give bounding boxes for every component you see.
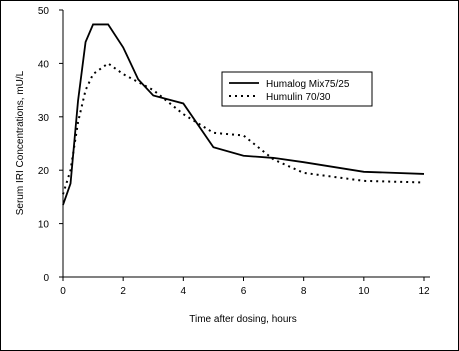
- y-tick-label: 40: [38, 59, 50, 70]
- x-axis-label: Time after dosing, hours: [189, 314, 296, 325]
- series-line: [62, 23, 425, 206]
- y-tick-label: 10: [38, 220, 50, 231]
- y-tick-label: 30: [38, 113, 50, 124]
- y-tick-label: 0: [43, 273, 49, 284]
- x-tick-label: 4: [181, 286, 187, 297]
- legend-label: Humulin 70/30: [266, 92, 331, 103]
- x-tick-label: 0: [60, 286, 66, 297]
- series-line: [62, 62, 425, 195]
- y-axis-label: Serum IRI Concentrations, mU/L: [15, 70, 26, 215]
- y-tick-label: 50: [38, 6, 50, 17]
- x-tick-label: 6: [241, 286, 247, 297]
- legend-label: Humalog Mix75/25: [266, 79, 350, 90]
- x-tick-label: 12: [418, 286, 430, 297]
- legend-box: [221, 71, 373, 107]
- x-tick-label: 8: [301, 286, 307, 297]
- y-tick-label: 20: [38, 166, 50, 177]
- x-tick-label: 10: [358, 286, 370, 297]
- x-tick-label: 2: [120, 286, 126, 297]
